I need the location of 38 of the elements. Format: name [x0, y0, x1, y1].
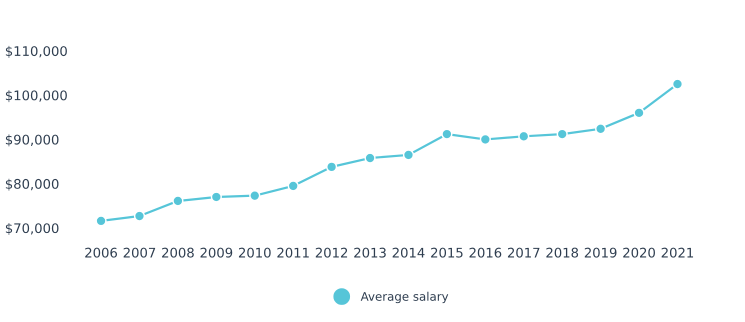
x-tick-label: 2017	[508, 248, 540, 258]
x-tick-label: 2006	[85, 248, 118, 258]
x-tick-label: 2018	[546, 248, 578, 258]
point	[172, 195, 184, 207]
point	[556, 128, 568, 140]
point	[249, 190, 260, 202]
y-tick-label: $110,000	[6, 46, 67, 58]
point	[595, 123, 606, 134]
legend-label: Average salary	[360, 292, 448, 304]
point	[633, 107, 645, 118]
point	[210, 191, 222, 203]
y-tick-label: $80,000	[6, 178, 58, 191]
point	[95, 215, 107, 226]
x-tick-label: 2013	[354, 248, 386, 258]
x-tick-label: 2008	[162, 248, 194, 258]
point	[402, 149, 414, 160]
x-tick-label: 2011	[277, 248, 309, 258]
x-tick-label: 2014	[392, 248, 425, 258]
x-tick-label: 2021	[662, 248, 694, 258]
point	[288, 180, 299, 192]
point	[480, 134, 491, 145]
x-tick-label: 2012	[316, 248, 348, 258]
y-tick-label: $100,000	[6, 90, 67, 102]
x-tick-label: 2009	[200, 248, 232, 258]
x-tick-label: 2019	[584, 248, 616, 258]
point	[518, 130, 530, 142]
y-tick-label: $70,000	[6, 222, 58, 235]
x-tick-label: 2010	[238, 248, 271, 258]
point	[134, 210, 146, 222]
x-tick-label: 2007	[124, 248, 156, 258]
point	[364, 152, 376, 164]
point	[672, 78, 684, 90]
x-tick-label: 2016	[470, 248, 502, 258]
point	[441, 128, 452, 140]
point	[326, 161, 338, 172]
y-tick-label: $90,000	[6, 134, 58, 146]
x-tick-label: 2015	[431, 248, 463, 258]
x-tick-label: 2020	[623, 248, 655, 258]
